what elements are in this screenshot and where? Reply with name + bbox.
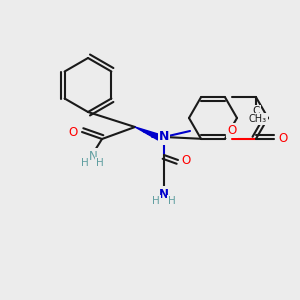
Text: H: H bbox=[81, 158, 89, 168]
Text: N: N bbox=[159, 130, 169, 143]
Text: O: O bbox=[68, 125, 78, 139]
Text: O: O bbox=[182, 154, 190, 166]
Text: O: O bbox=[227, 124, 237, 137]
Text: N: N bbox=[88, 149, 98, 163]
Text: C: C bbox=[252, 106, 260, 116]
Text: H: H bbox=[168, 196, 176, 206]
Text: H: H bbox=[96, 158, 104, 168]
Text: N: N bbox=[159, 188, 169, 200]
Text: O: O bbox=[278, 132, 288, 145]
Text: H: H bbox=[152, 196, 160, 206]
Polygon shape bbox=[135, 127, 158, 140]
Text: CH₃: CH₃ bbox=[249, 114, 267, 124]
